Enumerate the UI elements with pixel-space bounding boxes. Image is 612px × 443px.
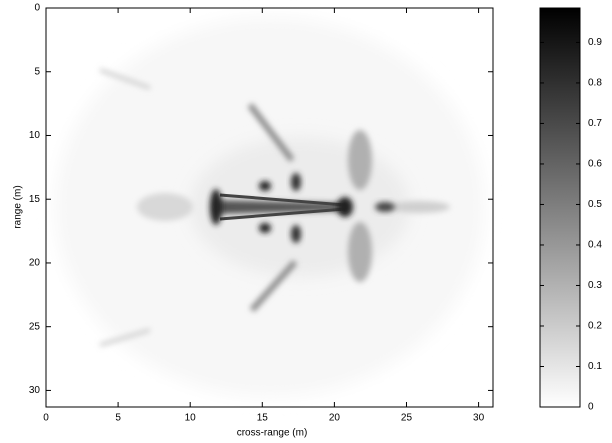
image-feature (219, 207, 346, 221)
image-feature (99, 68, 151, 90)
colorbar-tick-label: 0.9 (588, 37, 602, 48)
plot-frame (45, 7, 494, 408)
image-feature (247, 103, 295, 162)
image-feature (390, 201, 450, 213)
y-tick-label: 30 (29, 385, 41, 396)
image-feature (99, 328, 151, 347)
x-tick-label: 15 (257, 413, 269, 424)
image-feature (137, 193, 193, 221)
y-axis-label: range (m) (13, 185, 24, 228)
image-feature (249, 259, 298, 313)
colorbar-tick-label: 0.1 (588, 361, 602, 372)
image-feature (348, 130, 372, 190)
colorbar (539, 7, 581, 408)
x-tick-label: 0 (43, 413, 49, 424)
colorbar-tick-label: 0.3 (588, 280, 602, 291)
image-feature (291, 225, 301, 243)
image-feature (259, 223, 271, 233)
y-tick-label: 0 (34, 3, 40, 14)
colorbar-tick-label: 0.8 (588, 78, 602, 89)
y-tick-label: 5 (34, 66, 40, 77)
colorbar-tick-label: 0 (588, 402, 594, 413)
y-tick-label: 20 (29, 258, 41, 269)
x-tick-label: 30 (473, 413, 485, 424)
image-feature (259, 181, 271, 191)
colorbar-tick-label: 0.7 (588, 118, 602, 129)
image-feature (337, 197, 353, 217)
x-tick-label: 10 (185, 413, 197, 424)
y-tick-label: 10 (29, 130, 41, 141)
colorbar-tick-label: 0.5 (588, 199, 602, 210)
image-feature (348, 222, 372, 282)
x-tick-label: 20 (329, 413, 341, 424)
image (55, 17, 485, 397)
colorbar-tick-label: 0.2 (588, 321, 602, 332)
x-tick-label: 5 (115, 413, 121, 424)
colorbar-tick-label: 0.4 (588, 240, 602, 251)
image-feature (210, 189, 222, 225)
colorbar-tick-label: 0.6 (588, 159, 602, 170)
image-feature (291, 173, 301, 191)
x-tick-label: 25 (401, 413, 413, 424)
image-feature (375, 202, 395, 212)
y-tick-label: 25 (29, 321, 41, 332)
x-axis-label: cross-range (m) (237, 428, 308, 439)
y-tick-label: 15 (29, 194, 41, 205)
image-feature (219, 193, 346, 207)
